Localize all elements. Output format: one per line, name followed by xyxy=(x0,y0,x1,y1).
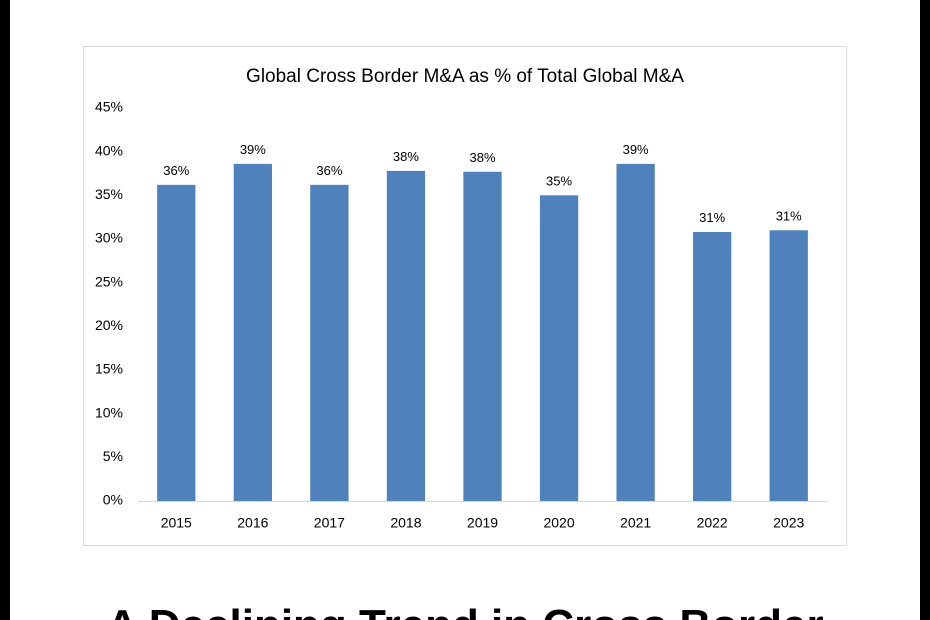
x-tick-label: 2018 xyxy=(390,515,421,531)
bar xyxy=(386,170,426,501)
y-tick-label: 45% xyxy=(95,99,123,115)
data-label: 39% xyxy=(623,142,649,157)
data-label: 36% xyxy=(316,163,342,178)
bar xyxy=(616,163,655,502)
x-tick-label: 2019 xyxy=(467,515,498,531)
y-tick-label: 30% xyxy=(95,230,123,246)
border-left xyxy=(0,0,10,620)
bar xyxy=(157,184,196,501)
data-label: 35% xyxy=(546,173,572,188)
bar xyxy=(769,230,808,501)
y-tick-label: 40% xyxy=(95,142,123,158)
bar xyxy=(693,232,732,501)
x-tick-label: 2023 xyxy=(773,515,804,531)
y-tick-label: 20% xyxy=(95,317,123,333)
bar xyxy=(539,195,579,502)
data-label: 39% xyxy=(240,142,266,157)
data-label: 31% xyxy=(699,210,725,225)
x-tick-label: 2021 xyxy=(620,515,651,531)
chart-title: Global Cross Border M&A as % of Total Gl… xyxy=(246,66,684,87)
x-tick-label: 2020 xyxy=(543,515,574,531)
x-tick-label: 2017 xyxy=(314,515,345,531)
data-label: 38% xyxy=(393,149,419,164)
y-tick-label: 25% xyxy=(95,273,123,289)
data-label: 38% xyxy=(469,150,495,165)
y-tick-label: 10% xyxy=(95,404,123,420)
bar xyxy=(233,163,272,502)
data-label: 31% xyxy=(776,208,802,223)
bar xyxy=(463,171,502,501)
border-right xyxy=(920,0,930,620)
x-tick-label: 2015 xyxy=(161,515,192,531)
bar xyxy=(310,184,349,501)
y-tick-label: 5% xyxy=(103,448,123,464)
y-tick-label: 0% xyxy=(103,492,123,508)
headline: A Declining Trend in Cross Border xyxy=(106,601,823,620)
x-tick-label: 2022 xyxy=(697,515,728,531)
data-label: 36% xyxy=(163,163,189,178)
y-tick-label: 35% xyxy=(95,186,123,202)
x-tick-label: 2016 xyxy=(237,515,268,531)
y-tick-label: 15% xyxy=(95,361,123,377)
